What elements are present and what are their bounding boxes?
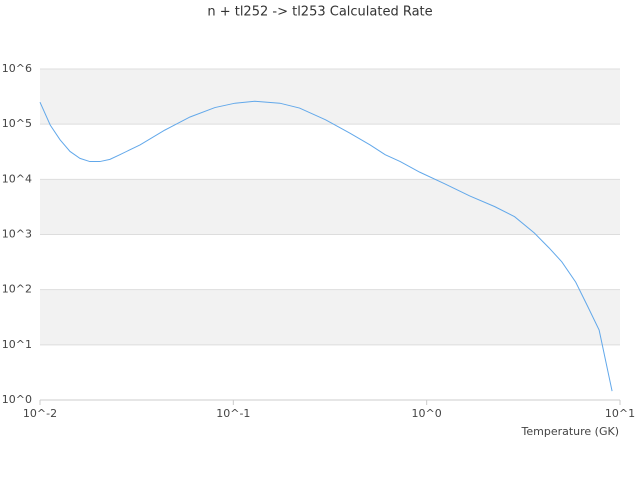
x-tick-label: 10^1	[605, 407, 635, 420]
x-tick-label: 10^-1	[216, 407, 250, 420]
y-tick-label: 10^0	[2, 393, 32, 406]
y-tick-label: 10^1	[2, 338, 32, 351]
chart-title: n + tl252 -> tl253 Calculated Rate	[207, 5, 432, 20]
y-tick-label: 10^3	[2, 228, 32, 241]
y-tick-label: 10^2	[2, 283, 32, 296]
y-tick-label: 10^4	[2, 172, 32, 185]
x-tick-label: 10^0	[412, 407, 442, 420]
data-line	[39, 100, 613, 392]
grid-band	[40, 69, 620, 125]
x-tick-label: 10^-2	[23, 407, 57, 420]
x-axis-label: Temperature (GK)	[521, 425, 620, 438]
grid-band	[40, 179, 620, 235]
y-tick-label: 10^6	[2, 62, 32, 75]
grid-band	[40, 289, 620, 345]
y-tick-label: 10^5	[2, 117, 32, 130]
